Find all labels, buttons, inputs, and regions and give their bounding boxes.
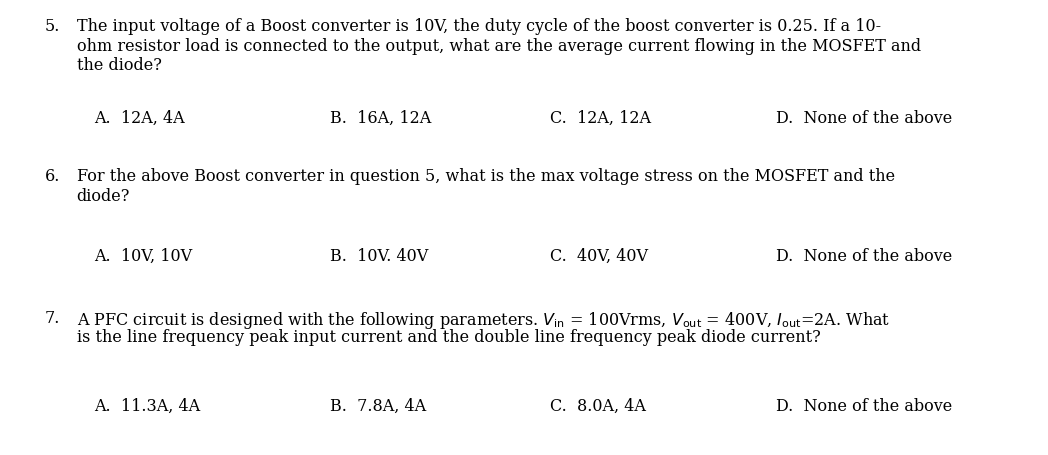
Text: 6.: 6. (45, 167, 61, 185)
Text: C.  40V, 40V: C. 40V, 40V (550, 248, 649, 264)
Text: B.  10V. 40V: B. 10V. 40V (330, 248, 429, 264)
Text: 5.: 5. (45, 18, 61, 35)
Text: B.  16A, 12A: B. 16A, 12A (330, 110, 432, 127)
Text: A.  11.3A, 4A: A. 11.3A, 4A (94, 397, 200, 414)
Text: C.  12A, 12A: C. 12A, 12A (550, 110, 651, 127)
Text: The input voltage of a Boost converter is 10V, the duty cycle of the boost conve: The input voltage of a Boost converter i… (77, 18, 920, 74)
Text: For the above Boost converter in question 5, what is the max voltage stress on t: For the above Boost converter in questio… (77, 167, 895, 204)
Text: C.  8.0A, 4A: C. 8.0A, 4A (550, 397, 646, 414)
Text: B.  7.8A, 4A: B. 7.8A, 4A (330, 397, 427, 414)
Text: D.  None of the above: D. None of the above (776, 110, 952, 127)
Text: A.  12A, 4A: A. 12A, 4A (94, 110, 184, 127)
Text: D.  None of the above: D. None of the above (776, 248, 952, 264)
Text: A PFC circuit is designed with the following parameters. $V_{\mathrm{in}}$ = 100: A PFC circuit is designed with the follo… (77, 309, 890, 330)
Text: A.  10V, 10V: A. 10V, 10V (94, 248, 193, 264)
Text: is the line frequency peak input current and the double line frequency peak diod: is the line frequency peak input current… (77, 328, 821, 345)
Text: D.  None of the above: D. None of the above (776, 397, 952, 414)
Text: 7.: 7. (45, 309, 61, 326)
